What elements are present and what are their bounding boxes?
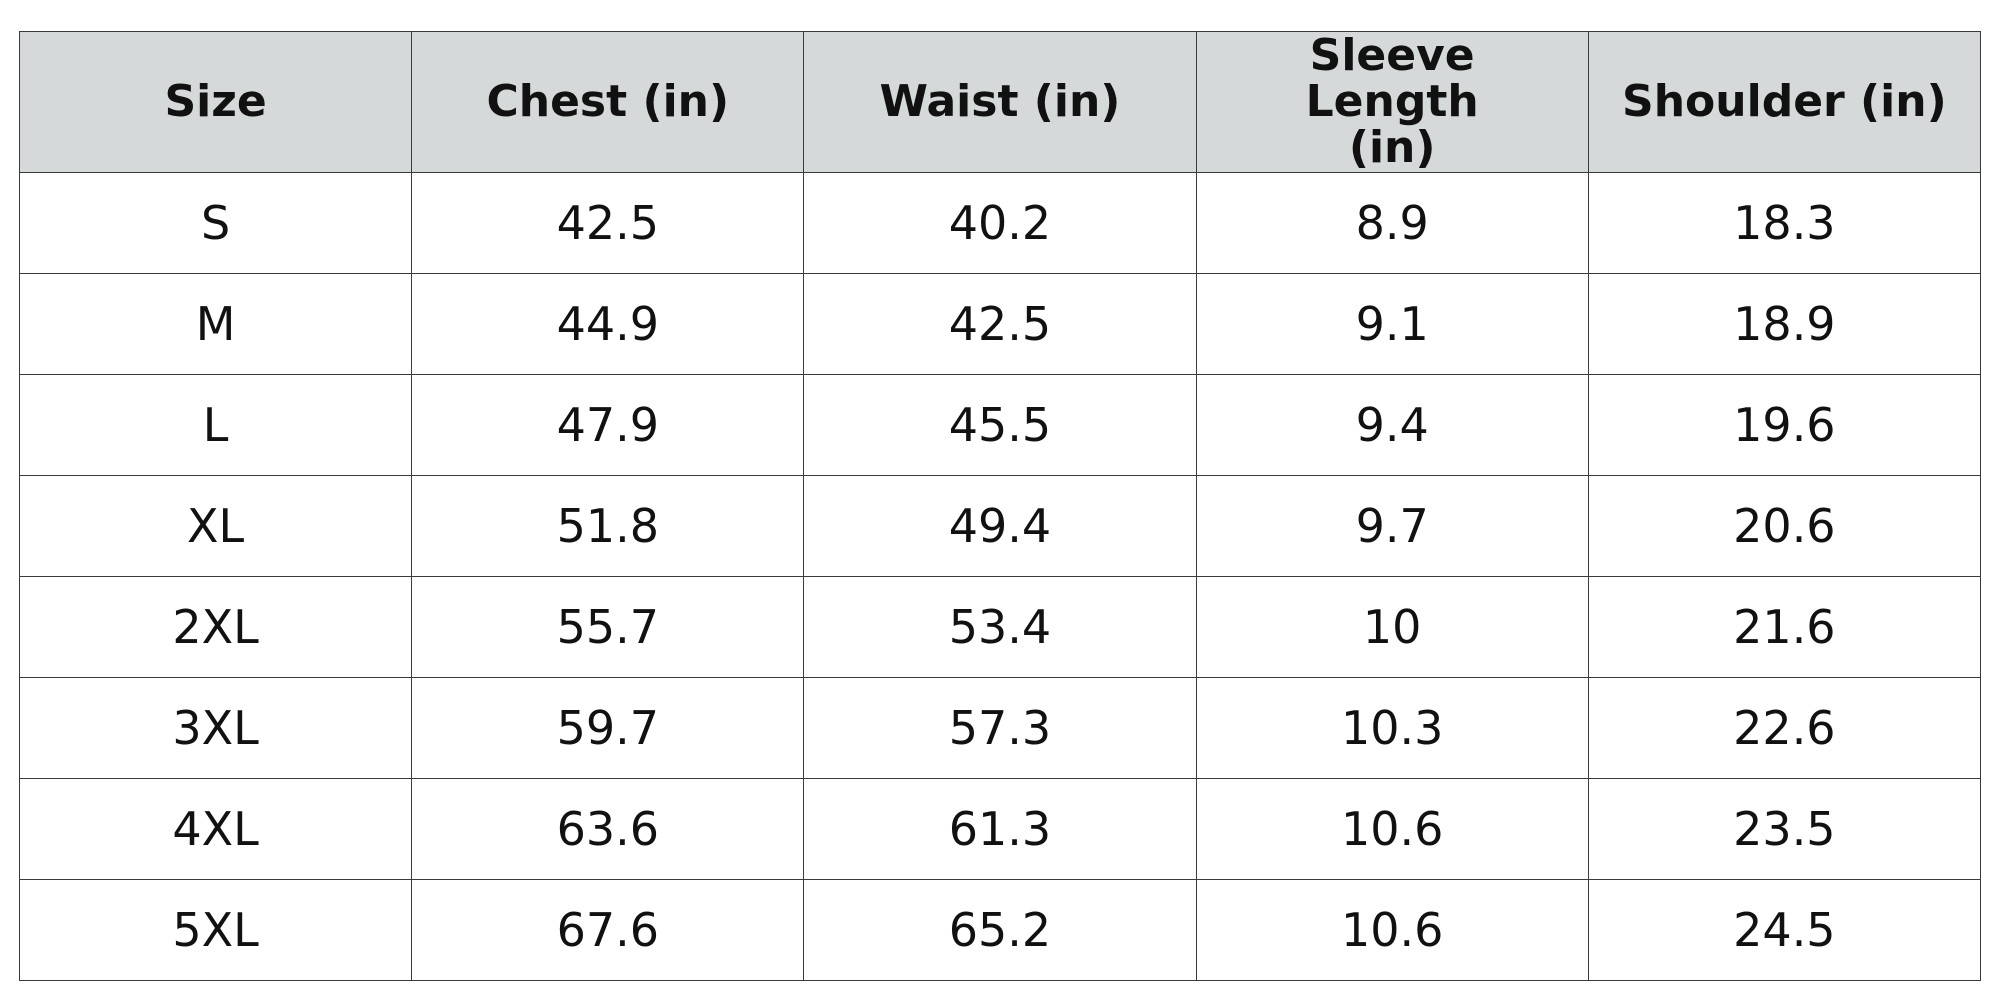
chest-cell: 51.8 <box>411 475 805 577</box>
sleeve-length-cell: 10.3 <box>1195 677 1589 779</box>
chest-cell: 63.6 <box>411 778 805 880</box>
shoulder-cell: 19.6 <box>1587 374 1982 476</box>
size-cell: 2XL <box>18 576 413 678</box>
size-cell: L <box>18 374 413 476</box>
waist-cell: 53.4 <box>803 576 1197 678</box>
table-row: 5XL 67.6 65.2 10.6 24.5 <box>18 879 1982 981</box>
shoulder-cell: 23.5 <box>1587 778 1982 880</box>
shoulder-cell: 21.6 <box>1587 576 1982 678</box>
size-cell: 5XL <box>18 879 413 981</box>
table-row: M 44.9 42.5 9.1 18.9 <box>18 273 1982 375</box>
shoulder-cell: 18.9 <box>1587 273 1982 375</box>
table-row: L 47.9 45.5 9.4 19.6 <box>18 374 1982 476</box>
chest-cell: 44.9 <box>411 273 805 375</box>
size-cell: 3XL <box>18 677 413 779</box>
sleeve-length-cell: 10.6 <box>1195 879 1589 981</box>
header-chest: Chest (in) <box>411 31 805 173</box>
chest-cell: 47.9 <box>411 374 805 476</box>
waist-cell: 57.3 <box>803 677 1197 779</box>
waist-cell: 40.2 <box>803 172 1197 274</box>
waist-cell: 65.2 <box>803 879 1197 981</box>
sleeve-length-cell: 9.4 <box>1195 374 1589 476</box>
waist-cell: 42.5 <box>803 273 1197 375</box>
header-size: Size <box>18 31 413 173</box>
header-shoulder: Shoulder (in) <box>1587 31 1982 173</box>
size-cell: 4XL <box>18 778 413 880</box>
size-cell: XL <box>18 475 413 577</box>
table-row: 4XL 63.6 61.3 10.6 23.5 <box>18 778 1982 880</box>
size-cell: M <box>18 273 413 375</box>
sleeve-length-cell: 10 <box>1195 576 1589 678</box>
table-row: XL 51.8 49.4 9.7 20.6 <box>18 475 1982 577</box>
waist-cell: 61.3 <box>803 778 1197 880</box>
sleeve-length-cell: 9.1 <box>1195 273 1589 375</box>
chest-cell: 67.6 <box>411 879 805 981</box>
waist-cell: 45.5 <box>803 374 1197 476</box>
sleeve-length-cell: 8.9 <box>1195 172 1589 274</box>
size-cell: S <box>18 172 413 274</box>
table-row: 2XL 55.7 53.4 10 21.6 <box>18 576 1982 678</box>
chest-cell: 55.7 <box>411 576 805 678</box>
shoulder-cell: 20.6 <box>1587 475 1982 577</box>
header-row: Size Chest (in) Waist (in) Sleeve Length… <box>18 31 1982 173</box>
size-chart-table: Size Chest (in) Waist (in) Sleeve Length… <box>18 31 1982 981</box>
chest-cell: 42.5 <box>411 172 805 274</box>
waist-cell: 49.4 <box>803 475 1197 577</box>
sleeve-length-cell: 10.6 <box>1195 778 1589 880</box>
header-sleeve-length: Sleeve Length (in) <box>1195 31 1589 173</box>
shoulder-cell: 18.3 <box>1587 172 1982 274</box>
sleeve-length-cell: 9.7 <box>1195 475 1589 577</box>
table-row: S 42.5 40.2 8.9 18.3 <box>18 172 1982 274</box>
shoulder-cell: 24.5 <box>1587 879 1982 981</box>
table-body: S 42.5 40.2 8.9 18.3 M 44.9 42.5 9.1 18.… <box>18 172 1982 981</box>
table-header: Size Chest (in) Waist (in) Sleeve Length… <box>18 31 1982 173</box>
chest-cell: 59.7 <box>411 677 805 779</box>
table-row: 3XL 59.7 57.3 10.3 22.6 <box>18 677 1982 779</box>
header-waist: Waist (in) <box>803 31 1197 173</box>
shoulder-cell: 22.6 <box>1587 677 1982 779</box>
